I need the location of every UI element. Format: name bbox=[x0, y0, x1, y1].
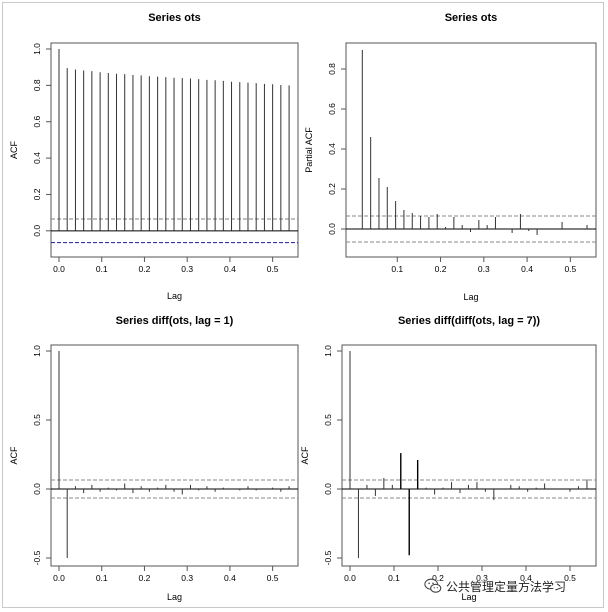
x-axis-label: Lag bbox=[167, 291, 182, 301]
acf-panel-2: Series ots Lag Partial ACF 0.1 0.2 0.3 0.4 0.5 0… bbox=[304, 12, 597, 302]
x-axis-label: Lag bbox=[461, 592, 476, 602]
y-axis-label: ACF bbox=[300, 446, 310, 465]
acf-panel-3: Series diff(ots, lag = 1) Lag ACF 0.0 0.1 0.2… bbox=[9, 315, 299, 602]
y-tick-label: 0.0 bbox=[327, 223, 337, 235]
x-tick-label: 0.4 bbox=[521, 264, 533, 274]
y-tick-label: 0.0 bbox=[32, 225, 42, 237]
plot-box bbox=[50, 344, 299, 567]
acf-panel-1: Series ots Lag ACF 0.0 0.1 0.2 0.3 0.4 0.5 0.0 0.2… bbox=[9, 12, 299, 301]
y-tick-label: 0.6 bbox=[327, 103, 337, 115]
y-tick-label: 0.0 bbox=[323, 483, 333, 495]
wechat-icon bbox=[424, 578, 442, 593]
plot-box bbox=[345, 42, 597, 258]
plot-box bbox=[50, 42, 299, 258]
y-tick-label: 0.8 bbox=[32, 79, 42, 91]
y-axis-label: ACF bbox=[9, 446, 19, 465]
x-axis-label: Lag bbox=[463, 292, 478, 302]
chart-title: Series ots bbox=[445, 12, 498, 24]
x-tick-label: 0.2 bbox=[139, 573, 151, 583]
x-tick-label: 0.1 bbox=[391, 264, 403, 274]
x-tick-label: 0.3 bbox=[181, 573, 193, 583]
x-axis-label: Lag bbox=[167, 592, 182, 602]
x-tick-label: 0.5 bbox=[564, 264, 576, 274]
watermark: 公共管理定量方法学习 bbox=[424, 575, 566, 597]
y-tick-label: -0.5 bbox=[32, 550, 42, 565]
y-tick-label: 1.0 bbox=[323, 345, 333, 357]
chart-title: Series diff(ots, lag = 1) bbox=[116, 315, 234, 327]
y-axis-label: ACF bbox=[9, 140, 19, 159]
plot-box bbox=[341, 344, 597, 567]
y-tick-label: 0.4 bbox=[32, 152, 42, 164]
x-tick-label: 0.0 bbox=[53, 573, 65, 583]
x-tick-label: 0.4 bbox=[224, 573, 236, 583]
x-tick-label: 0.4 bbox=[520, 573, 532, 583]
y-tick-label: 1.0 bbox=[32, 43, 42, 55]
x-tick-label: 0.2 bbox=[139, 264, 151, 274]
x-tick-label: 0.5 bbox=[267, 573, 279, 583]
y-tick-label: 0.0 bbox=[32, 483, 42, 495]
y-axis-label: Partial ACF bbox=[304, 127, 314, 173]
x-tick-label: 0.1 bbox=[96, 573, 108, 583]
watermark-text: 公共管理定量方法学习 bbox=[446, 579, 567, 594]
y-tick-label: 0.6 bbox=[32, 116, 42, 128]
x-tick-label: 0.3 bbox=[478, 264, 490, 274]
y-tick-label: 0.8 bbox=[327, 63, 337, 75]
y-tick-label: 0.2 bbox=[32, 188, 42, 200]
x-tick-label: 0.5 bbox=[564, 573, 576, 583]
chart-title: Series diff(diff(ots, lag = 7)) bbox=[398, 315, 540, 327]
chart-title: Series ots bbox=[148, 12, 201, 24]
y-tick-label: 1.0 bbox=[32, 345, 42, 357]
y-tick-label: 0.2 bbox=[327, 183, 337, 195]
x-tick-label: 0.0 bbox=[53, 264, 65, 274]
x-tick-label: 0.3 bbox=[476, 573, 488, 583]
y-tick-label: 0.5 bbox=[32, 414, 42, 426]
y-tick-label: -0.5 bbox=[323, 550, 333, 565]
x-tick-label: 0.4 bbox=[224, 264, 236, 274]
x-tick-label: 0.1 bbox=[96, 264, 108, 274]
acf-panel-4: Series diff(diff(ots, lag = 7)) Lag ACF 0.0… bbox=[300, 315, 597, 602]
x-tick-label: 0.2 bbox=[432, 573, 444, 583]
y-tick-label: 0.5 bbox=[323, 414, 333, 426]
x-tick-label: 0.5 bbox=[267, 264, 279, 274]
x-tick-label: 0.1 bbox=[388, 573, 400, 583]
x-tick-label: 0.2 bbox=[435, 264, 447, 274]
x-tick-label: 0.3 bbox=[181, 264, 193, 274]
y-tick-label: 0.4 bbox=[327, 143, 337, 155]
x-tick-label: 0.0 bbox=[344, 573, 356, 583]
